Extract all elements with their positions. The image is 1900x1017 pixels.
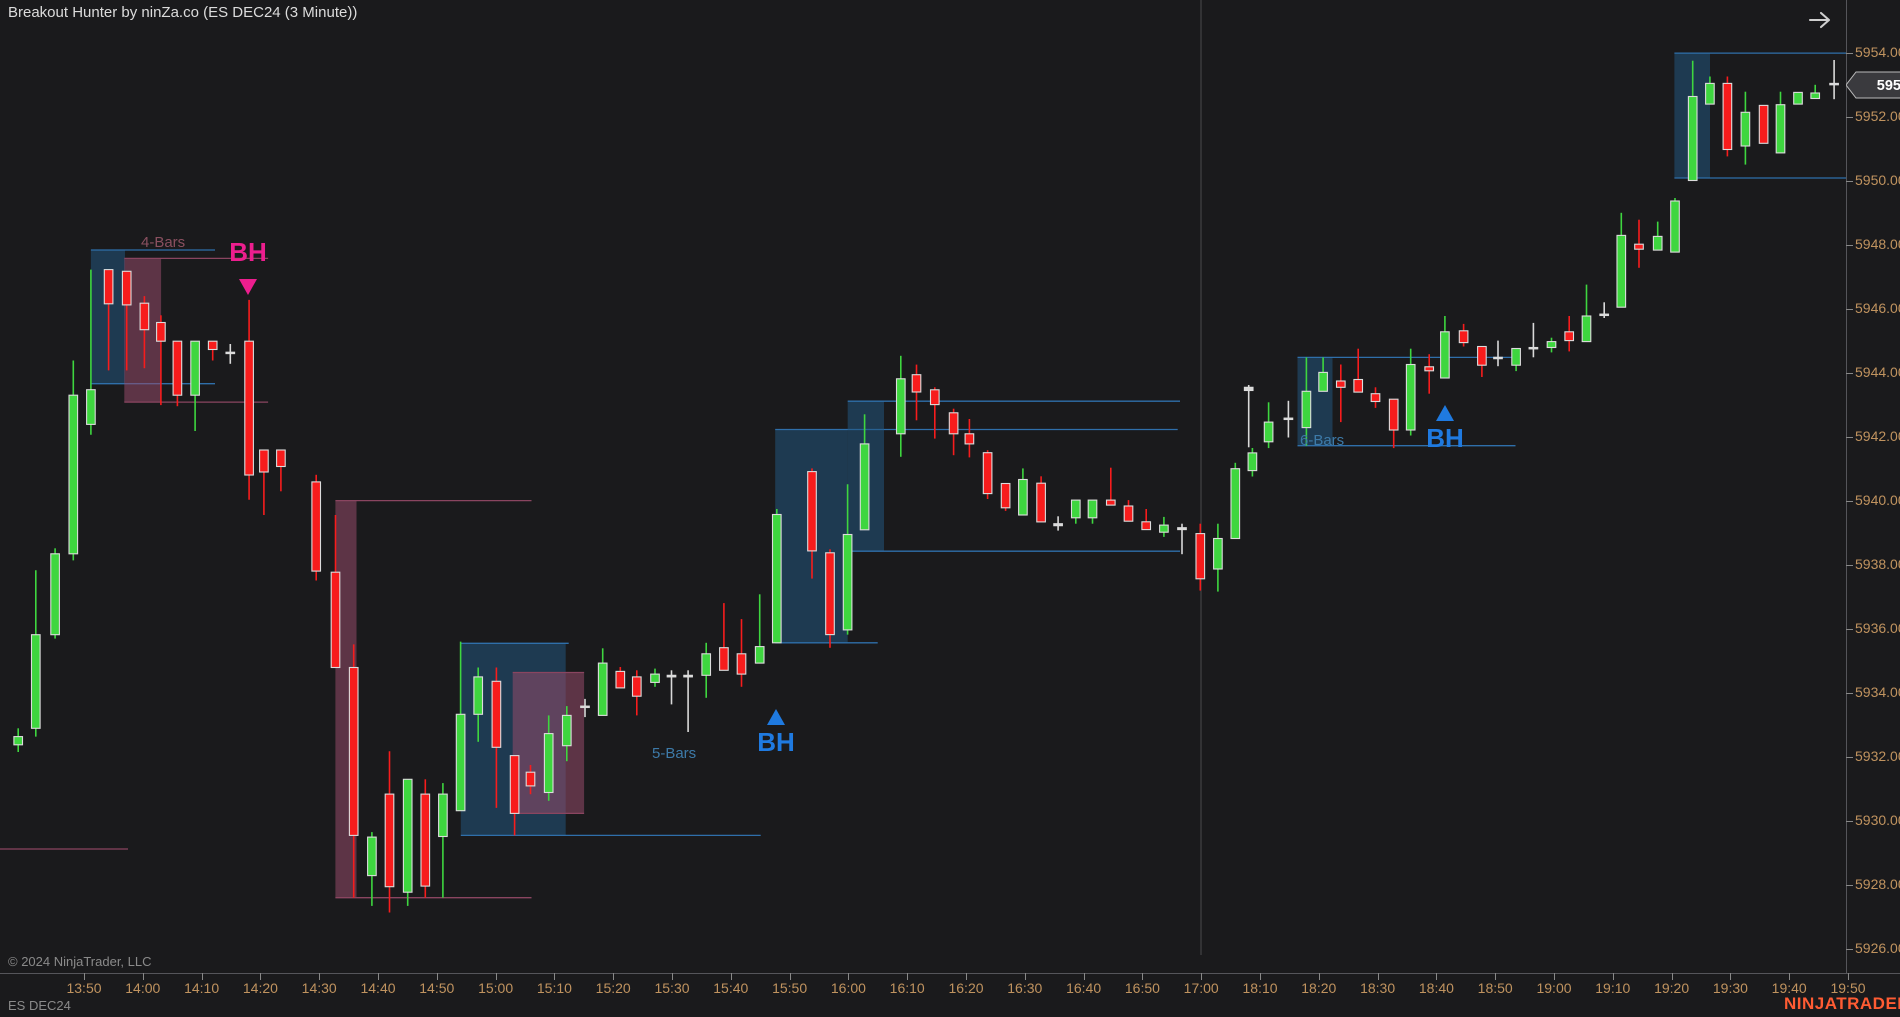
svg-text:4-Bars: 4-Bars — [141, 234, 185, 251]
svg-text:BH: BH — [757, 727, 795, 757]
svg-text:6-Bars: 6-Bars — [1300, 432, 1344, 449]
svg-text:BH: BH — [229, 237, 267, 267]
svg-text:5953.00: 5953.00 — [1877, 78, 1900, 94]
svg-text:BH: BH — [1426, 423, 1464, 453]
svg-text:5-Bars: 5-Bars — [652, 745, 696, 762]
